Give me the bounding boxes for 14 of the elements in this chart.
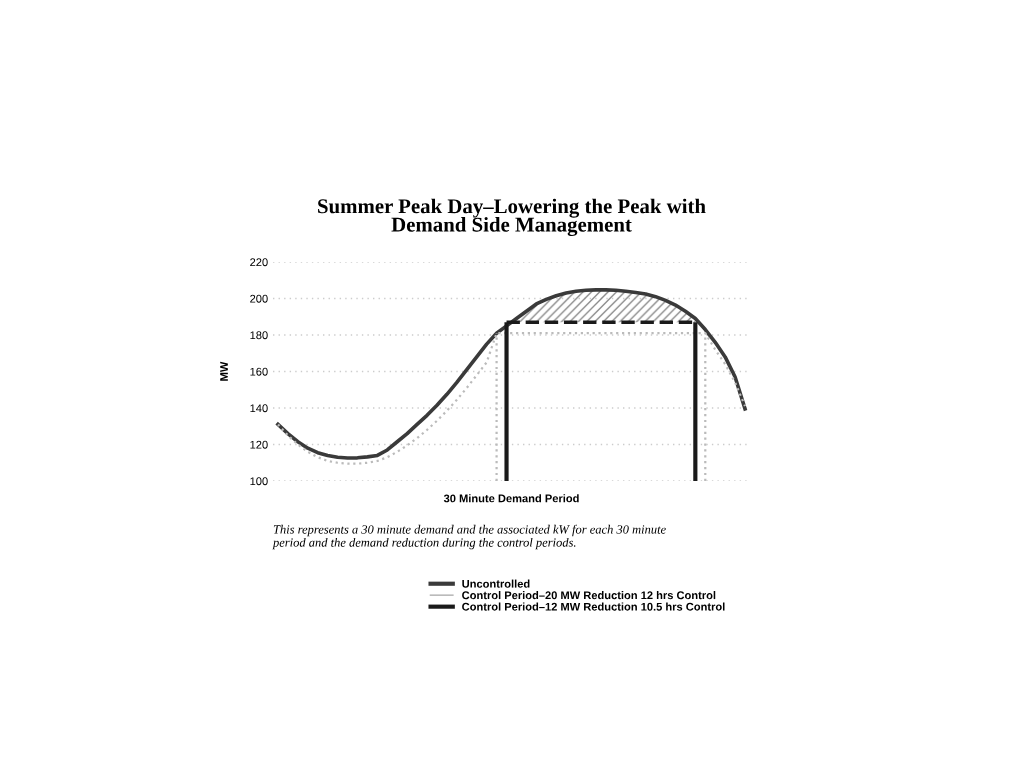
y-tick-label: 200 [250,294,268,303]
x-axis-title: 30 Minute Demand Period [443,494,579,503]
legend-label: Uncontrolled [462,579,530,588]
legend-label: Control Period–20 MW Reduction 12 hrs Control [462,591,716,600]
y-tick-label: 220 [250,258,268,267]
y-tick-label: 140 [250,404,268,413]
y-tick-label: 160 [250,367,268,376]
legend-label: Control Period–12 MW Reduction 10.5 hrs Control [462,602,725,611]
y-tick-label: 120 [250,440,268,449]
y-axis-title: MW [220,361,228,381]
y-tick-label: 100 [250,477,268,486]
y-tick-label: 180 [250,331,268,340]
chart-title: Summer Peak Day–Lowering the Peak with Demand Side Management [318,198,706,237]
text: This represents a 30 minute demand and the associated kW for each 30 minute period and the demand reduction during the control periods. [272,524,666,550]
